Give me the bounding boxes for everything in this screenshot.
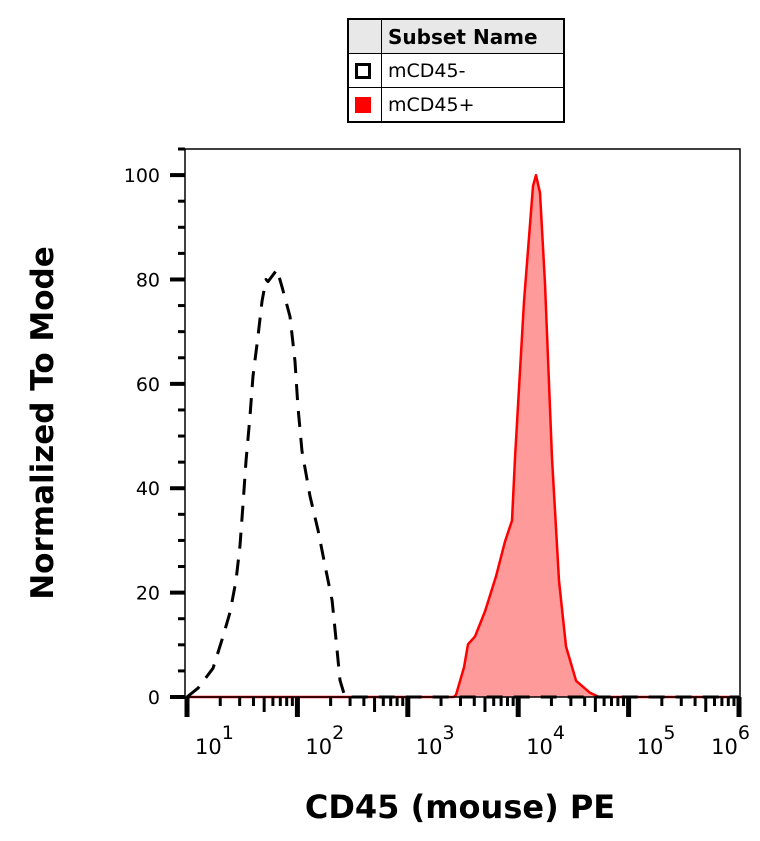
legend-label: mCD45- xyxy=(381,53,565,88)
y-tick-label: 0 xyxy=(148,687,160,709)
legend: Subset Name mCD45- mCD45+ xyxy=(347,18,565,123)
x-tick-exponent: 2 xyxy=(332,722,344,744)
legend-row-mcd45-neg: mCD45- xyxy=(347,53,565,88)
red-square-swatch-icon xyxy=(355,97,371,113)
x-tick-label: 103 xyxy=(416,722,455,759)
series-line-mCD45+ xyxy=(187,173,739,699)
x-tick-base: 10 xyxy=(711,735,738,759)
x-tick-exponent: 5 xyxy=(663,722,675,744)
x-tick-base: 10 xyxy=(416,735,443,759)
plot-frame xyxy=(184,148,741,698)
x-tick-exponent: 6 xyxy=(738,722,750,744)
y-tick-label: 60 xyxy=(136,374,160,396)
x-tick-exponent: 4 xyxy=(553,722,565,744)
x-tick-label: 104 xyxy=(526,722,565,759)
x-tick-base: 10 xyxy=(305,735,332,759)
x-tick-label: 101 xyxy=(195,722,234,759)
y-tick-label: 20 xyxy=(136,583,160,605)
x-tick-label: 106 xyxy=(711,722,750,759)
legend-swatch-cell xyxy=(347,53,382,88)
y-tick-label: 100 xyxy=(124,165,160,187)
y-tick-label: 40 xyxy=(136,478,160,500)
x-tick-exponent: 1 xyxy=(222,722,234,744)
y-axis-label: Normalized To Mode xyxy=(25,246,61,600)
legend-swatch-cell xyxy=(347,87,382,123)
x-tick-exponent: 3 xyxy=(443,722,455,744)
series-fill-mCD45+ xyxy=(187,175,739,698)
x-tick-label: 102 xyxy=(305,722,344,759)
series-layer xyxy=(186,173,739,699)
y-tick-label: 80 xyxy=(136,269,160,291)
legend-row-mcd45-pos: mCD45+ xyxy=(347,87,565,123)
open-square-swatch-icon xyxy=(355,63,371,79)
x-tick-label: 105 xyxy=(637,722,676,759)
x-tick-base: 10 xyxy=(526,735,553,759)
x-tick-base: 10 xyxy=(637,735,664,759)
series-line-mCD45- xyxy=(186,268,739,699)
legend-label: mCD45+ xyxy=(381,87,565,123)
x-axis-label: CD45 (mouse) PE xyxy=(305,788,615,826)
x-tick-base: 10 xyxy=(195,735,222,759)
